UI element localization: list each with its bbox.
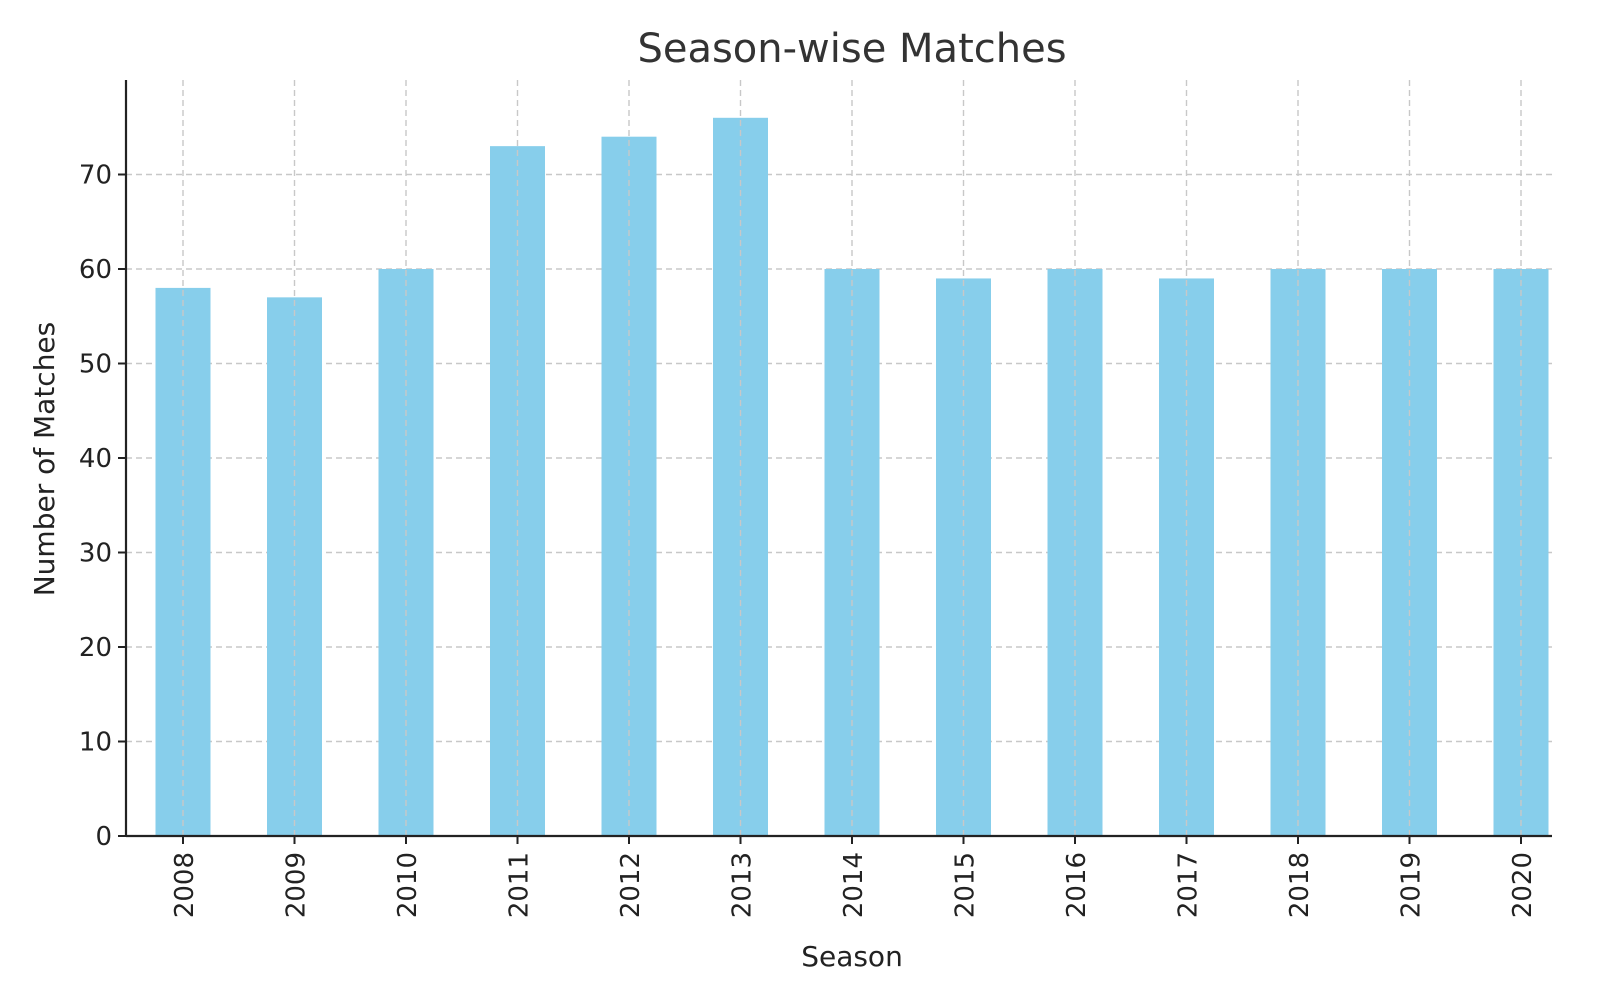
y-tick-label: 10 [79,728,112,758]
y-tick-label: 50 [79,350,112,380]
y-tick-label: 30 [79,539,112,569]
x-tick-label: 2010 [393,852,423,918]
y-tick-label: 0 [95,822,112,852]
y-axis-title: Number of Matches [28,322,61,597]
x-tick-label: 2018 [1285,852,1315,918]
y-tick-label: 70 [79,161,112,191]
x-tick-label: 2020 [1508,852,1538,918]
y-tick-labels: 0 10 20 30 40 50 60 70 [79,161,112,853]
x-tick-labels: 2008 2009 2010 2011 2012 2013 2014 2015 2016 2017… [170,852,1538,918]
x-tick-label: 2011 [505,852,535,918]
chart-title: Season-wise Matches [637,26,1066,72]
y-tick-label: 60 [79,255,112,285]
y-tick-label: 20 [79,633,112,663]
x-axis-title: Season [801,940,903,973]
x-tick-label: 2015 [951,852,981,918]
x-tick-label: 2013 [728,852,758,918]
bar [713,117,768,837]
y-tick-label: 40 [79,444,112,474]
x-tick-label: 2019 [1397,852,1427,918]
bars [155,80,1549,837]
x-tick-label: 2008 [170,852,200,918]
x-tick-label: 2016 [1062,852,1092,918]
bar [267,297,322,837]
x-tick-label: 2012 [616,852,646,918]
axes [118,80,1552,844]
x-tick-label: 2009 [282,852,312,918]
x-tick-label: 2017 [1174,852,1204,918]
x-tick-label: 2014 [839,852,869,918]
